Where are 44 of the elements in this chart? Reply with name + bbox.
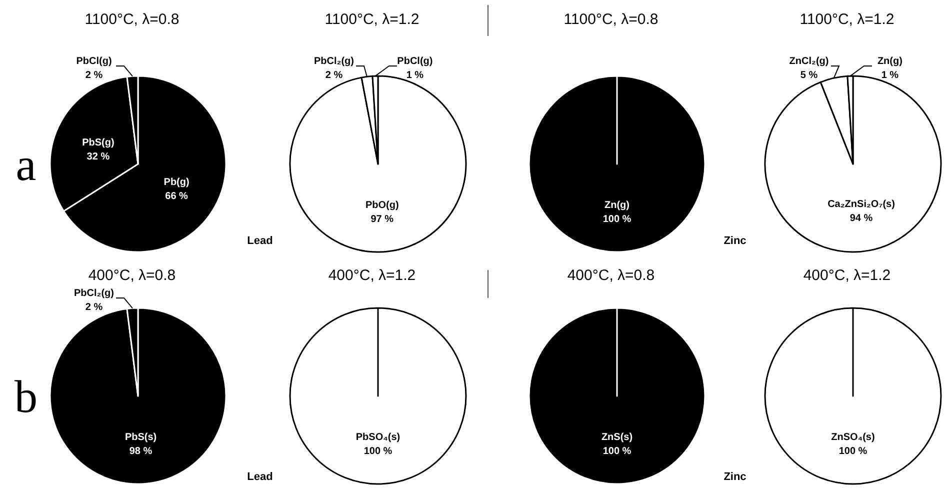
chart-title: 1100°C, λ=1.2: [800, 11, 894, 28]
slice-label: PbCl(g): [76, 56, 112, 67]
slice-label: PbCl₂(g): [74, 288, 114, 299]
text: Zinc: [724, 235, 746, 247]
text: Lead: [247, 235, 273, 247]
slice-label: Zn(g): [877, 56, 902, 67]
slice-label: ZnCl₂(g): [789, 56, 829, 67]
slice-label: Pb(g): [164, 177, 190, 188]
slice-label: PbS(g): [82, 137, 114, 148]
chart-title: 400°C, λ=1.2: [328, 267, 416, 284]
slice-label: Ca₂ZnSi₂O₇(s): [828, 199, 895, 210]
data-label: 100 %: [838, 446, 868, 457]
data-label: 2 %: [85, 70, 103, 81]
data-label: 1 %: [406, 70, 424, 81]
slice-label: ZnSO₄(s): [831, 432, 875, 443]
slice-label: PbCl₂(g): [314, 56, 354, 67]
slice-label: Zn(g): [604, 200, 630, 211]
data-label: 100 %: [364, 446, 392, 457]
data-label: 98 %: [129, 446, 152, 457]
data-label: 2 %: [85, 302, 103, 313]
slice-label: ZnS(s): [601, 432, 633, 443]
chart-title: 400°C, λ=1.2: [803, 267, 891, 284]
data-label: 32 %: [86, 151, 110, 162]
chart-title: 1100°C, λ=0.8: [564, 11, 658, 28]
data-label: 1 %: [881, 70, 899, 81]
data-label: 94 %: [850, 213, 873, 224]
data-label: 100 %: [602, 214, 632, 225]
text: a: [16, 139, 36, 190]
chart-title: 1100°C, λ=0.8: [84, 11, 180, 28]
data-label: 100 %: [602, 446, 632, 457]
chart-title: 400°C, λ=0.8: [567, 267, 655, 284]
chart-title: 1100°C, λ=1.2: [324, 11, 420, 28]
slice-label: PbO(g): [365, 200, 399, 211]
data-label: 2 %: [325, 70, 343, 81]
slice-label: PbCl(g): [397, 56, 433, 67]
text: Lead: [247, 471, 273, 483]
data-label: 5 %: [800, 70, 818, 81]
slice-label: PbSO₄(s): [356, 432, 400, 443]
text: Zinc: [724, 471, 746, 483]
data-label: 66 %: [165, 191, 188, 202]
chart-title: 400°C, λ=0.8: [88, 267, 176, 284]
text: b: [14, 371, 38, 422]
data-label: 97 %: [370, 214, 394, 225]
slice-label: PbS(s): [124, 432, 157, 443]
